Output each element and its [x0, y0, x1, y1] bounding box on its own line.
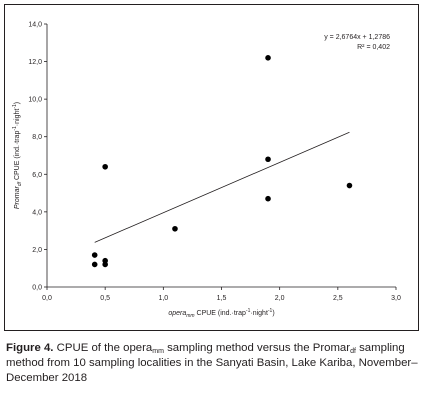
caption-sub-2: df: [350, 348, 356, 355]
trendline: [94, 131, 350, 243]
data-point: [91, 252, 98, 258]
data-point: [102, 261, 108, 268]
x-tick-label: 2,5: [333, 295, 343, 302]
data-point: [265, 156, 271, 163]
data-point: [172, 225, 178, 232]
chart-frame: 0,0 0,5 1,0 1,5 2,0 2,5 3,0 0,0 2,0 4,0 6,0 8,0 10,0…: [4, 4, 419, 331]
data-point: [102, 163, 108, 170]
y-tick-label: 8,0: [32, 134, 42, 141]
data-point: [346, 182, 353, 189]
y-tick-label: 4,0: [32, 209, 42, 216]
y-axis-title: Promardf CPUE (ind.·trap-1·night-1): [12, 102, 23, 209]
y-tick-label: 2,0: [32, 247, 42, 254]
x-tick-label: 2,0: [275, 295, 285, 302]
x-tick-label: 3,0: [391, 295, 401, 302]
ticks: 0,0 0,5 1,0 1,5 2,0 2,5 3,0 0,0 2,0 4,0 6,0 8,0 10,0…: [28, 22, 401, 303]
trendline-group: y = 2,6764x + 1,2786 R² = 0,402: [94, 34, 390, 243]
scatter-chart: 0,0 0,5 1,0 1,5 2,0 2,5 3,0 0,0 2,0 4,0 6,0 8,0 10,0…: [12, 22, 401, 320]
y-tick-label: 12,0: [28, 59, 42, 66]
points: [91, 55, 353, 268]
figure-caption: Figure 4. CPUE of the operamm sampling m…: [6, 341, 418, 386]
caption-sub-1: mm: [152, 348, 164, 355]
x-tick-label: 0,0: [42, 295, 52, 302]
y-tick-label: 14,0: [28, 22, 42, 29]
data-point: [91, 261, 98, 268]
y-tick-label: 10,0: [28, 97, 42, 104]
caption-text-2: sampling method versus the Promar: [163, 342, 351, 354]
y-tick-label: 0,0: [32, 285, 42, 292]
caption-text-1: CPUE of the opera: [53, 342, 153, 354]
axes: [46, 24, 396, 288]
r-squared-label: R² = 0,402: [357, 44, 390, 51]
data-point: [265, 55, 271, 61]
x-tick-label: 1,5: [217, 295, 227, 302]
trendline-equation: y = 2,6764x + 1,2786: [324, 34, 390, 41]
axis-labels: operamm CPUE (ind.·trap-1·night-1) Promar…: [12, 102, 275, 319]
x-tick-label: 0,5: [100, 295, 110, 302]
x-axis-title: operamm CPUE (ind.·trap-1·night-1): [168, 308, 274, 319]
y-tick-label: 6,0: [32, 172, 42, 179]
x-tick-label: 1,0: [158, 295, 168, 302]
caption-label: Figure 4.: [6, 342, 54, 354]
caption-text-3: sampling method from 10 sampling localit…: [6, 342, 418, 384]
data-point: [265, 195, 271, 202]
